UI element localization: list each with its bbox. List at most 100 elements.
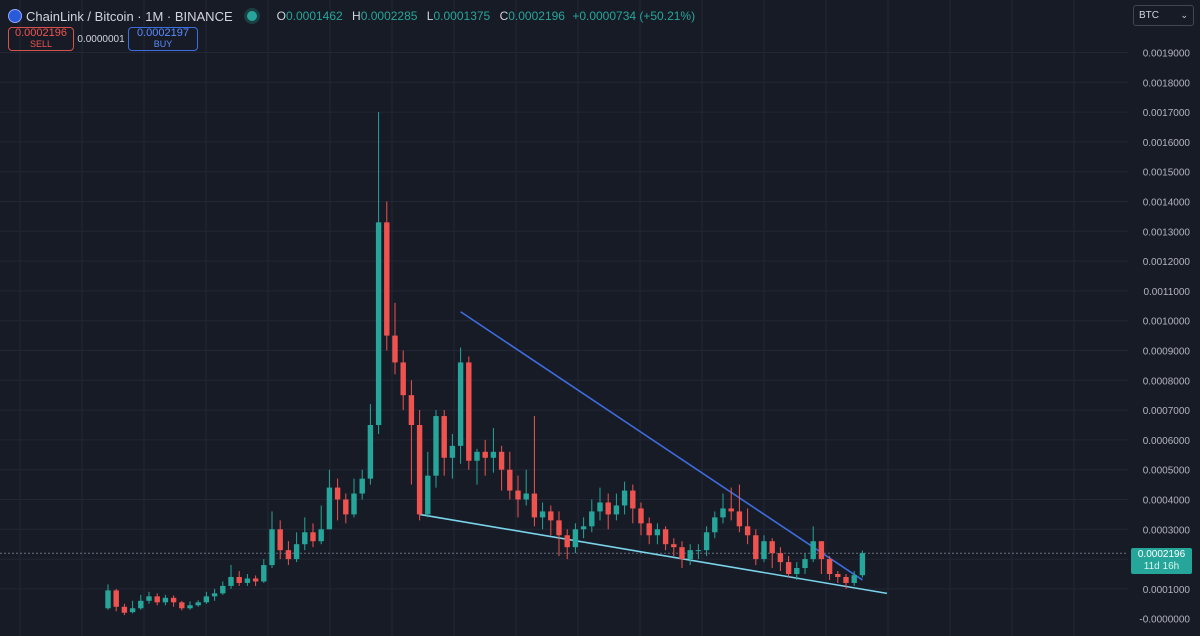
- candle-body: [687, 550, 693, 560]
- candle-body: [433, 416, 439, 476]
- market-status-icon[interactable]: [246, 11, 257, 21]
- y-tick-label: 0.0011000: [1143, 287, 1190, 298]
- candle-body: [384, 222, 390, 336]
- candle-body: [416, 425, 423, 515]
- candle-body: [359, 478, 365, 494]
- candle-body: [195, 602, 201, 606]
- candle-countdown: 11d 16h: [1143, 561, 1180, 572]
- candle-body: [695, 550, 702, 552]
- candle-body: [859, 553, 866, 576]
- candle-body: [261, 565, 267, 582]
- close-key: C: [499, 9, 509, 23]
- candle-body: [220, 585, 226, 594]
- sell-button[interactable]: 0.0002196 SELL: [8, 27, 74, 51]
- candle-body: [605, 502, 611, 515]
- candle-body: [203, 596, 210, 603]
- y-tick-label: 0.0003000: [1143, 525, 1191, 536]
- y-tick-label: 0.0004000: [1143, 496, 1191, 507]
- candle-body: [548, 511, 554, 521]
- candle-body: [556, 520, 562, 536]
- candle-body: [810, 541, 816, 560]
- candle-body: [146, 596, 152, 601]
- candle-body: [515, 490, 521, 500]
- y-tick-label: 0.0014000: [1143, 198, 1191, 209]
- sell-price: 0.0002196: [15, 27, 67, 39]
- currency-value: BTC: [1139, 10, 1159, 21]
- candle-body: [293, 544, 300, 560]
- candle-body: [580, 526, 587, 530]
- candle-body: [457, 362, 464, 446]
- low-value: 0.0001375: [433, 9, 491, 23]
- candle-body: [277, 529, 283, 551]
- last-price-label: 0.0002196 11d 16h: [1131, 548, 1192, 574]
- symbol-title[interactable]: ChainLink / Bitcoin · 1M · BINANCE: [26, 8, 233, 24]
- candle-body: [343, 499, 349, 515]
- candle-body: [375, 222, 382, 425]
- candle-body: [646, 523, 652, 536]
- low-key: L: [426, 9, 434, 23]
- candle-body: [835, 574, 841, 577]
- buy-button[interactable]: 0.0002197 BUY: [128, 27, 198, 51]
- candle-body: [531, 493, 538, 518]
- candle-body: [654, 529, 661, 536]
- y-tick-label: 0.0017000: [1143, 108, 1191, 119]
- y-tick-label: 0.0006000: [1143, 436, 1191, 447]
- candle-body: [720, 508, 726, 518]
- candle-body: [252, 578, 259, 582]
- price-axis[interactable]: 0.00010000.00020000.00030000.00040000.00…: [1139, 49, 1190, 626]
- candle-body: [310, 532, 316, 542]
- candle-body: [613, 505, 620, 515]
- y-tick-label: 0.0005000: [1143, 466, 1191, 477]
- candle-body: [441, 416, 447, 458]
- y-tick-label: -0.0000000: [1139, 615, 1190, 626]
- y-tick-label: 0.0010000: [1143, 317, 1191, 328]
- y-tick-label: 0.0007000: [1143, 406, 1191, 417]
- candle-body: [302, 532, 308, 545]
- candle-body: [482, 451, 488, 458]
- y-tick-label: 0.0019000: [1143, 49, 1191, 60]
- candle-body: [744, 526, 751, 536]
- candle-body: [785, 562, 792, 574]
- candle-body: [187, 605, 193, 609]
- candle-body: [679, 547, 685, 560]
- candle-body: [769, 541, 775, 554]
- candle-body: [761, 541, 767, 560]
- candle-body: [154, 596, 160, 603]
- lower-trendline: [419, 513, 888, 595]
- candle-body: [490, 451, 497, 458]
- candle-body: [630, 490, 636, 509]
- high-value: 0.0002285: [360, 9, 418, 23]
- candle-body: [498, 451, 505, 470]
- candle-body: [466, 362, 472, 461]
- candle-body: [843, 576, 849, 583]
- candle-body: [121, 606, 128, 613]
- currency-select[interactable]: BTC ⌄: [1133, 5, 1194, 26]
- y-tick-label: 0.0018000: [1143, 78, 1191, 89]
- candle-body: [826, 559, 833, 574]
- candle-body: [334, 487, 341, 500]
- candle-body: [105, 590, 111, 609]
- chart-grid: [0, 0, 1128, 636]
- upper-trendline: [460, 311, 863, 581]
- candle-body: [597, 502, 603, 512]
- candle-body: [851, 575, 857, 583]
- y-tick-label: 0.0012000: [1143, 257, 1191, 268]
- candle-body: [474, 451, 480, 461]
- change-value: +0.0000734 (+50.21%): [572, 9, 696, 23]
- y-tick-label: 0.0015000: [1143, 168, 1191, 179]
- candle-body: [162, 597, 169, 603]
- candle-body: [777, 553, 784, 563]
- candle-body: [400, 362, 406, 396]
- candle-body: [408, 395, 415, 425]
- candle-body: [449, 445, 456, 458]
- candle-body: [671, 544, 677, 548]
- candle-body: [818, 541, 825, 560]
- y-tick-label: 0.0008000: [1143, 376, 1191, 387]
- spread-value: 0.0000001: [77, 33, 125, 45]
- candle-body: [728, 508, 734, 512]
- candle-body: [425, 475, 431, 515]
- candle-body: [523, 493, 529, 500]
- candle-body: [703, 532, 710, 551]
- candle-body: [621, 490, 628, 506]
